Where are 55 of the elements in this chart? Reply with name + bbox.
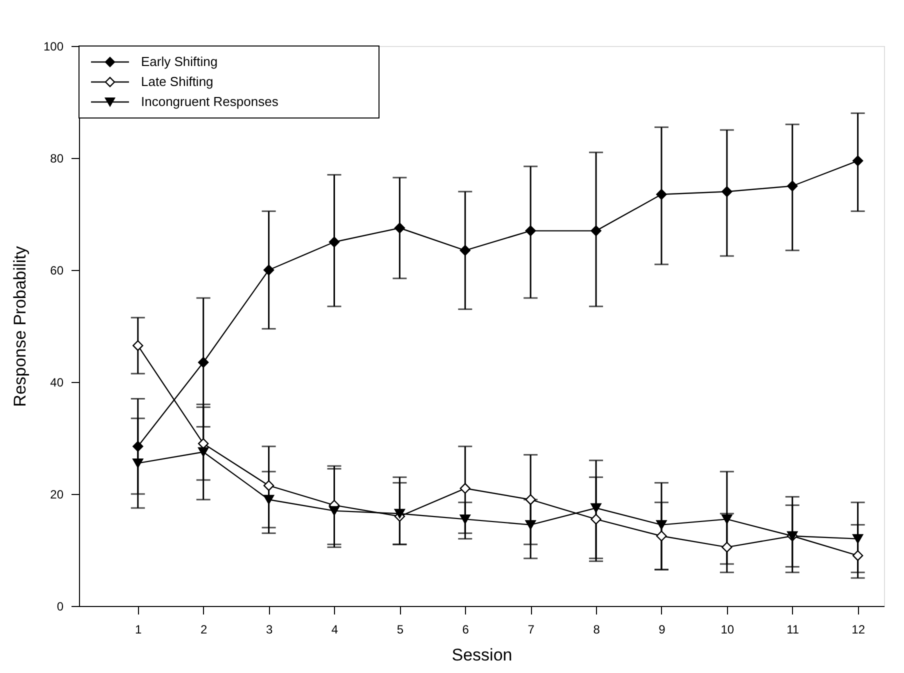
point [328, 236, 340, 248]
y-axis-title: Response Probability [10, 246, 30, 407]
point [460, 514, 470, 524]
x-tick-label: 9 [658, 622, 666, 636]
x-tick-label: 5 [396, 622, 404, 636]
point [722, 186, 732, 197]
point [198, 357, 209, 368]
point [460, 483, 470, 494]
point [787, 180, 798, 192]
point [394, 508, 406, 518]
point [132, 441, 144, 452]
x-tick-label: 6 [462, 622, 470, 636]
point [590, 514, 602, 525]
x-tick-label: 11 [786, 622, 800, 636]
point [394, 222, 406, 234]
y-tick-label: 60 [50, 264, 64, 278]
x-axis-title: Session [452, 646, 512, 664]
y-tick-label: 40 [50, 376, 64, 390]
point [852, 155, 864, 166]
point [263, 480, 274, 491]
point [852, 550, 864, 561]
x-tick-label: 4 [331, 622, 338, 636]
point [656, 189, 667, 200]
point [132, 458, 144, 468]
point [132, 340, 144, 351]
point [263, 494, 274, 504]
x-tick-label: 1 [135, 622, 142, 636]
y-tick-label: 0 [56, 600, 64, 614]
y-tick-label: 80 [50, 152, 64, 166]
point [852, 534, 864, 544]
x-tick-label: 2 [200, 622, 208, 636]
point [460, 245, 470, 256]
point [328, 506, 340, 516]
point [590, 225, 602, 236]
point [722, 542, 732, 553]
legend-label: Incongruent Responses [141, 94, 279, 109]
point [263, 264, 274, 276]
point [198, 447, 209, 457]
point [525, 225, 536, 236]
point [590, 503, 602, 513]
point [525, 520, 536, 530]
x-tick-label: 7 [528, 622, 535, 636]
point [656, 530, 667, 542]
point [722, 514, 732, 524]
x-tick-label: 8 [593, 622, 600, 636]
x-tick-label: 12 [852, 622, 866, 636]
point [656, 520, 667, 530]
x-tick-label: 10 [720, 622, 734, 636]
y-tick-label: 100 [43, 40, 64, 54]
legend-label: Late Shifting [141, 74, 214, 89]
x-tick-label: 3 [266, 622, 273, 636]
point [525, 494, 536, 505]
point [198, 438, 209, 449]
y-tick-label: 20 [50, 488, 64, 502]
legend-label: Early Shifting [141, 54, 218, 69]
